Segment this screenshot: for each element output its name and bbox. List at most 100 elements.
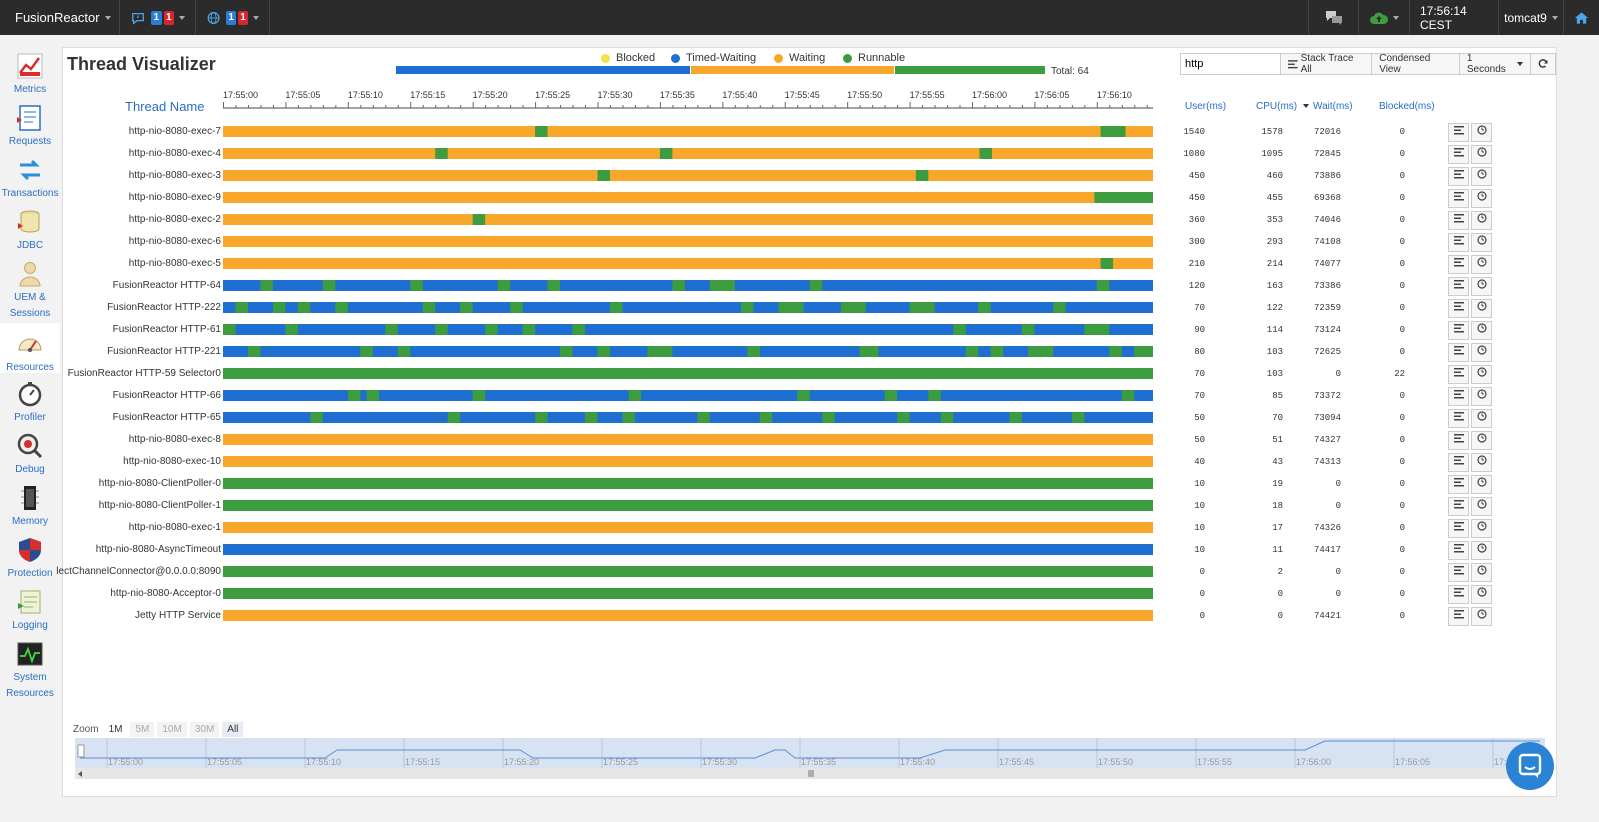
runnable-segment[interactable] (1134, 346, 1153, 357)
stack-trace-button[interactable] (1448, 475, 1469, 494)
stack-trace-button[interactable] (1448, 189, 1469, 208)
profile-thread-button[interactable] (1471, 607, 1492, 626)
thread-row[interactable]: http-nio-8080-exec-5 210 214 74077 0 (63, 254, 1558, 276)
thread-state-bar[interactable] (223, 544, 1153, 555)
thread-row[interactable]: lectChannelConnector@0.0.0.0:8090 0 2 0 0 (56, 562, 1558, 584)
runnable-segment[interactable] (697, 412, 710, 423)
runnable-segment[interactable] (560, 346, 573, 357)
thread-state-bar[interactable] (223, 236, 1153, 247)
thread-row[interactable]: http-nio-8080-exec-8 50 51 74327 0 (63, 430, 1558, 452)
runnable-segment[interactable] (310, 412, 323, 423)
runnable-segment[interactable] (385, 324, 398, 335)
thread-state-segment[interactable] (223, 192, 1153, 203)
thread-state-segment[interactable] (223, 324, 1153, 335)
profile-thread-button[interactable] (1471, 189, 1492, 208)
runnable-segment[interactable] (347, 390, 361, 401)
thread-row[interactable]: http-nio-8080-exec-4 1080 1095 72845 0 (63, 144, 1558, 166)
thread-state-segment[interactable] (223, 214, 1153, 225)
runnable-segment[interactable] (1021, 324, 1035, 335)
user-ms-header[interactable]: User(ms) (1185, 101, 1227, 112)
runnable-segment[interactable] (979, 148, 992, 159)
stack-trace-button[interactable] (1448, 321, 1469, 340)
stack-trace-button[interactable] (1448, 431, 1469, 450)
runnable-segment[interactable] (535, 126, 548, 137)
thread-state-bar[interactable] (223, 280, 1153, 291)
zoom-30m-button[interactable]: 30M (189, 722, 220, 737)
profile-thread-button[interactable] (1471, 277, 1492, 296)
profile-thread-button[interactable] (1471, 497, 1492, 516)
profile-thread-button[interactable] (1471, 387, 1492, 406)
stack-trace-button[interactable] (1448, 211, 1469, 230)
profile-thread-button[interactable] (1471, 365, 1492, 384)
stack-trace-button[interactable] (1448, 563, 1469, 582)
sidebar-item-metrics[interactable]: Metrics (0, 53, 60, 98)
instances-menu[interactable]: 1 1 (197, 0, 270, 35)
thread-row[interactable]: Jetty HTTP Service 0 0 74421 0 (63, 606, 1558, 628)
runnable-segment[interactable] (366, 390, 380, 401)
runnable-segment[interactable] (247, 346, 261, 357)
runnable-segment[interactable] (1096, 280, 1110, 291)
thread-state-bar[interactable] (223, 478, 1153, 489)
runnable-segment[interactable] (535, 412, 548, 423)
sidebar-item-debug[interactable]: Debug (0, 433, 60, 478)
runnable-segment[interactable] (597, 170, 610, 181)
runnable-segment[interactable] (747, 346, 760, 357)
runnable-segment[interactable] (897, 412, 910, 423)
thread-state-segment[interactable] (223, 258, 1153, 269)
thread-row[interactable]: http-nio-8080-exec-1 10 17 74326 0 (63, 518, 1558, 540)
runnable-segment[interactable] (397, 346, 411, 357)
runnable-segment[interactable] (522, 324, 536, 335)
runnable-segment[interactable] (741, 302, 754, 313)
stack-trace-button[interactable] (1448, 255, 1469, 274)
thread-row[interactable]: http-nio-8080-exec-10 40 43 74313 0 (63, 452, 1558, 474)
thread-row[interactable]: FusionReactor HTTP-59 Selector0 70 103 0 22 (63, 364, 1558, 386)
thread-state-segment[interactable] (223, 346, 1153, 357)
runnable-segment[interactable] (628, 390, 642, 401)
runnable-segment[interactable] (797, 390, 810, 401)
runnable-segment[interactable] (1009, 412, 1022, 423)
runnable-segment[interactable] (1053, 302, 1066, 313)
runnable-segment[interactable] (410, 280, 423, 291)
runnable-segment[interactable] (1100, 126, 1126, 137)
thread-state-segment[interactable] (223, 412, 1153, 423)
sidebar-item-memory[interactable]: Memory (0, 485, 60, 530)
thread-state-bar[interactable] (223, 500, 1153, 511)
runnable-segment[interactable] (460, 302, 473, 313)
profile-thread-button[interactable] (1471, 211, 1492, 230)
stack-trace-button[interactable] (1448, 343, 1469, 362)
runnable-segment[interactable] (709, 280, 735, 291)
runnable-segment[interactable] (422, 302, 436, 313)
runnable-segment[interactable] (510, 302, 523, 313)
stack-trace-button[interactable] (1448, 167, 1469, 186)
thread-state-bar[interactable] (223, 126, 1153, 137)
thread-row[interactable]: http-nio-8080-exec-2 360 353 74046 0 (63, 210, 1558, 232)
stack-trace-button[interactable] (1448, 233, 1469, 252)
thread-state-segment[interactable] (223, 456, 1153, 467)
thread-state-bar[interactable] (223, 368, 1153, 379)
wait-ms-header[interactable]: Wait(ms) (1313, 101, 1353, 112)
stack-trace-button[interactable] (1448, 541, 1469, 560)
runnable-segment[interactable] (659, 148, 673, 159)
runnable-segment[interactable] (272, 302, 286, 313)
thread-state-segment[interactable] (223, 610, 1153, 621)
runnable-segment[interactable] (1094, 192, 1153, 203)
runnable-segment[interactable] (622, 412, 635, 423)
runnable-segment[interactable] (447, 412, 461, 423)
thread-row[interactable]: http-nio-8080-ClientPoller-1 10 18 0 0 (63, 496, 1558, 518)
thread-row[interactable]: FusionReactor HTTP-64 120 163 73386 0 (63, 276, 1558, 298)
support-chat-button[interactable] (1506, 742, 1554, 790)
thread-state-segment[interactable] (223, 390, 1153, 401)
runnable-segment[interactable] (472, 390, 486, 401)
thread-state-bar[interactable] (223, 412, 1153, 423)
thread-state-bar[interactable] (223, 258, 1153, 269)
sidebar-item-resources[interactable]: Resources (0, 323, 60, 373)
profile-thread-button[interactable] (1471, 519, 1492, 538)
thread-state-segment[interactable] (223, 478, 1153, 489)
thread-row[interactable]: http-nio-8080-exec-7 1540 1578 72016 0 (63, 122, 1558, 144)
sidebar-item-system-resources[interactable]: System Resources (0, 641, 60, 702)
profile-thread-button[interactable] (1471, 321, 1492, 340)
thread-state-segment[interactable] (223, 522, 1153, 533)
thread-state-segment[interactable] (223, 434, 1153, 445)
runnable-segment[interactable] (435, 324, 448, 335)
thread-state-segment[interactable] (223, 148, 1153, 159)
